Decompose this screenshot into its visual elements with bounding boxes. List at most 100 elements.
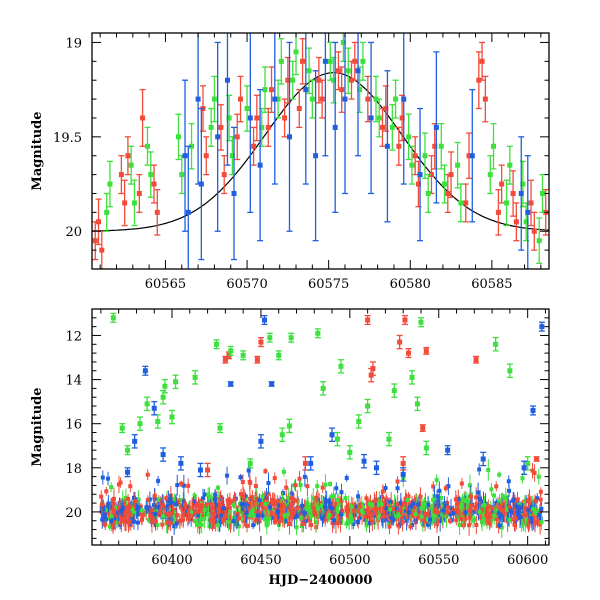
band-point bbox=[480, 520, 485, 525]
band-point bbox=[528, 502, 533, 507]
band-point bbox=[426, 512, 431, 517]
band-point bbox=[216, 523, 221, 528]
band-point bbox=[185, 505, 190, 510]
data-point bbox=[402, 317, 408, 323]
band-point bbox=[286, 495, 291, 500]
band-point bbox=[477, 467, 482, 472]
band-point bbox=[425, 522, 430, 527]
x-axis-title: HJD−2400000 bbox=[269, 573, 373, 588]
band-point bbox=[289, 515, 294, 520]
data-point bbox=[415, 181, 421, 187]
band-point bbox=[309, 522, 314, 527]
band-point bbox=[532, 499, 537, 504]
band-point bbox=[359, 508, 364, 513]
band-point bbox=[490, 517, 495, 522]
band-point bbox=[518, 514, 523, 519]
band-point bbox=[284, 485, 289, 490]
data-point bbox=[523, 219, 529, 225]
band-point bbox=[538, 522, 543, 527]
band-point bbox=[123, 495, 128, 500]
band-point bbox=[537, 513, 542, 518]
band-point bbox=[127, 513, 132, 518]
band-point bbox=[416, 502, 421, 507]
band-point bbox=[220, 503, 225, 508]
band-point bbox=[481, 507, 486, 512]
data-point bbox=[176, 134, 182, 140]
band-point bbox=[308, 509, 313, 514]
data-point bbox=[365, 96, 371, 102]
data-point bbox=[412, 153, 418, 159]
band-point bbox=[370, 519, 375, 524]
band-point bbox=[266, 491, 271, 496]
band-point bbox=[448, 506, 453, 511]
band-point bbox=[345, 512, 350, 517]
data-point bbox=[507, 368, 513, 374]
data-point bbox=[423, 348, 429, 354]
band-point bbox=[471, 518, 476, 523]
band-point bbox=[328, 501, 333, 506]
band-point bbox=[370, 503, 375, 508]
band-point bbox=[513, 513, 518, 518]
band-point bbox=[146, 518, 151, 523]
data-point bbox=[334, 436, 340, 442]
y-ticks bbox=[92, 308, 549, 539]
band-point bbox=[462, 498, 467, 503]
band-point bbox=[123, 516, 128, 521]
band-point bbox=[251, 523, 256, 528]
data-point bbox=[182, 153, 188, 159]
band-point bbox=[530, 468, 535, 473]
band-point bbox=[383, 486, 388, 491]
y-tick-label: 19.5 bbox=[53, 131, 82, 146]
data-point bbox=[480, 456, 486, 462]
band-point bbox=[334, 508, 339, 513]
data-point bbox=[374, 465, 380, 471]
band-point bbox=[395, 502, 400, 507]
band-point bbox=[153, 519, 158, 524]
band-point bbox=[530, 520, 535, 525]
data-point bbox=[154, 209, 160, 215]
band-point bbox=[387, 524, 392, 529]
band-point bbox=[305, 484, 310, 489]
band-point bbox=[171, 501, 176, 506]
series-2 bbox=[124, 314, 545, 482]
band-point bbox=[268, 505, 273, 510]
data-point bbox=[495, 209, 501, 215]
band-point bbox=[154, 509, 159, 514]
band-point bbox=[253, 484, 258, 489]
data-point bbox=[420, 425, 426, 431]
data-point bbox=[276, 352, 282, 358]
band-point bbox=[323, 504, 328, 509]
band-point bbox=[251, 512, 256, 517]
band-point bbox=[419, 506, 424, 511]
y-tick-label: 14 bbox=[65, 374, 82, 389]
band-point bbox=[174, 502, 179, 507]
band-point bbox=[247, 513, 252, 518]
band-point bbox=[348, 514, 353, 519]
band-point bbox=[339, 512, 344, 517]
band-point bbox=[351, 521, 356, 526]
data-point bbox=[269, 87, 275, 93]
data-point bbox=[400, 460, 406, 466]
plot-frame bbox=[91, 308, 550, 546]
band-point bbox=[236, 524, 241, 529]
data-point bbox=[530, 407, 536, 413]
band-point bbox=[176, 499, 181, 504]
data-point bbox=[244, 106, 250, 112]
band-point bbox=[285, 512, 290, 517]
data-point bbox=[282, 115, 288, 121]
band-point bbox=[115, 515, 120, 520]
band-point bbox=[371, 506, 376, 511]
data-point bbox=[315, 330, 321, 336]
band-point bbox=[209, 496, 214, 501]
band-point bbox=[115, 520, 120, 525]
band-point bbox=[504, 507, 509, 512]
band-point bbox=[100, 475, 105, 480]
data-point bbox=[393, 96, 399, 102]
band-point bbox=[444, 514, 449, 519]
band-point bbox=[380, 518, 385, 523]
data-point bbox=[349, 77, 355, 83]
band-point bbox=[496, 511, 501, 516]
band-point bbox=[199, 522, 204, 527]
band-point bbox=[138, 512, 143, 517]
band-point bbox=[232, 497, 237, 502]
